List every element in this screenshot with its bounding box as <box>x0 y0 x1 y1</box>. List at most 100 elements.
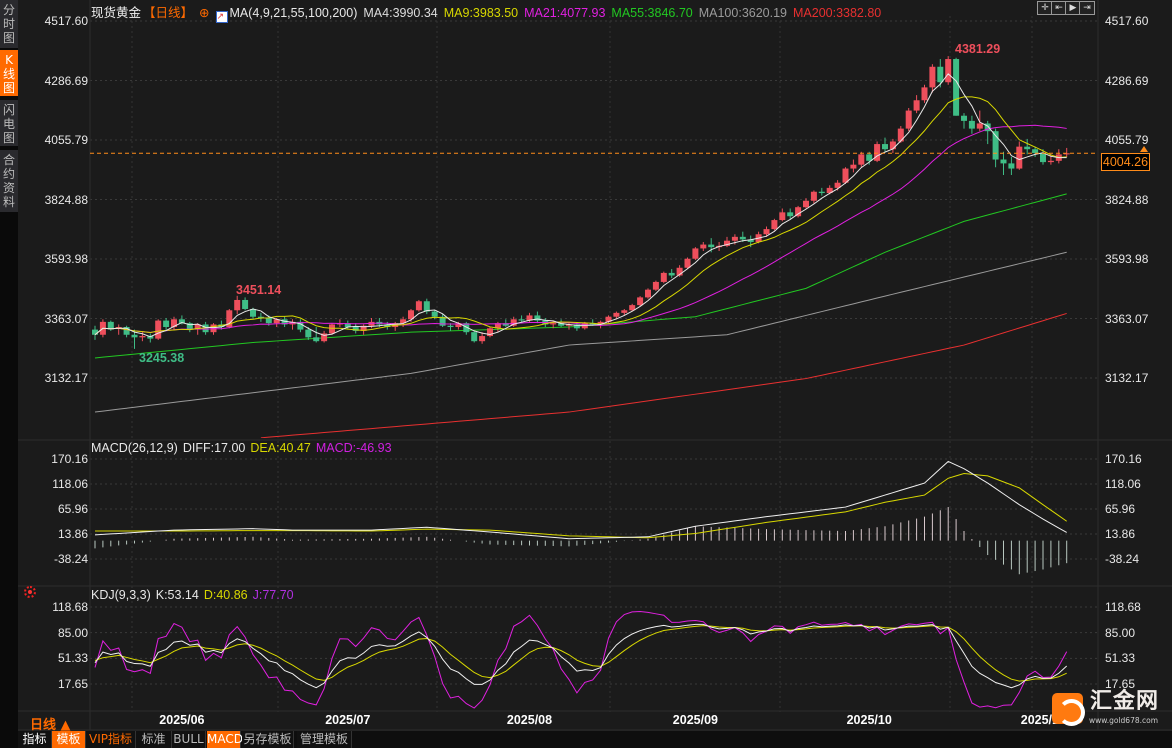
period-label[interactable]: 【日线】 <box>143 6 194 20</box>
date-axis-label: 2025/06 <box>159 713 205 727</box>
candle-body <box>234 299 241 311</box>
date-axis-label: 2025/10 <box>846 713 892 727</box>
tab-time-chart[interactable]: 分时图 <box>0 0 18 48</box>
macd-axis-left-tick: 118.06 <box>52 477 88 491</box>
candle-body <box>660 272 667 282</box>
candle-body <box>455 323 462 328</box>
bottom-toolbar: 指标 模板 VIP指标 标准 BULL MACD 另存模板 管理模板 <box>18 731 1172 748</box>
candle-body <box>352 327 359 331</box>
mid-high-annotation: 3451.14 <box>236 283 282 297</box>
price-axis-right-tick: 3132.17 <box>1105 371 1149 385</box>
candle-body <box>858 154 865 165</box>
ma200-line <box>260 312 1067 438</box>
candle-body <box>771 220 778 230</box>
candle-body <box>463 323 470 333</box>
tab-k-line[interactable]: K线图 <box>0 50 18 96</box>
ma-value-1: MA9:3983.50 <box>443 6 519 20</box>
ma55-line <box>94 193 1067 359</box>
price-axis-right-tick: 4517.60 <box>1105 14 1149 28</box>
bottom-tab-4[interactable]: BULL <box>172 731 206 748</box>
candle-body <box>731 236 738 241</box>
candle-body <box>795 207 802 217</box>
dea-line <box>95 472 1067 539</box>
candle-body <box>344 323 351 328</box>
candle-body <box>115 327 122 329</box>
candle-body <box>107 321 114 330</box>
price-axis-right-tick: 3824.88 <box>1105 192 1149 207</box>
candle-body <box>818 191 825 194</box>
kdj-header: KDJ(9,3,3) K:53.14 D:40.86 J:77.70 <box>91 588 299 602</box>
candle-body <box>787 212 794 217</box>
price-axis-left-tick: 4286.69 <box>44 73 88 88</box>
candle-body <box>921 87 928 101</box>
date-axis-label: 2025/09 <box>672 713 718 727</box>
macd-axis-left-tick: 13.86 <box>57 527 88 541</box>
price-axis-left-tick: 4055.79 <box>44 133 88 147</box>
candle-body <box>573 324 580 329</box>
candle-body <box>882 144 888 150</box>
candle-body <box>226 310 233 328</box>
bottom-tab-1[interactable]: 模板 <box>52 731 86 748</box>
candle-body <box>597 321 604 325</box>
candle-body <box>692 248 699 259</box>
ma9-line <box>94 96 1067 336</box>
bottom-tab-2[interactable]: VIP指标 <box>86 731 136 748</box>
ma100-line <box>94 251 1067 413</box>
price-axis-right-tick: 4286.69 <box>1105 73 1149 88</box>
candle-body <box>147 336 154 339</box>
bottom-tab-6[interactable]: 另存模板 <box>242 731 294 748</box>
macd-axis-right-tick: -38.24 <box>1105 552 1140 566</box>
tab-flash-chart[interactable]: 闪电图 <box>0 100 18 146</box>
candle-body <box>439 316 446 326</box>
candle-body <box>1008 163 1015 169</box>
candle-body <box>668 272 675 276</box>
current-price-label: 4004.26 <box>1101 153 1150 171</box>
candle-body <box>534 315 541 321</box>
candle-body <box>250 308 256 317</box>
tab-contract-info[interactable]: 合约资料 <box>0 150 18 212</box>
candle-body <box>155 320 162 339</box>
candle-body <box>384 324 391 328</box>
macd-diff: DIFF:17.00 <box>182 441 246 455</box>
macd-header: MACD(26,12,9) DIFF:17.00 DEA:40.47 MACD:-46… <box>91 441 397 455</box>
bottom-tab-5[interactable]: MACD <box>207 731 243 748</box>
candle-body <box>1047 160 1054 163</box>
candle-body <box>866 154 873 161</box>
candle-body <box>1063 153 1070 155</box>
bottom-tab-0[interactable]: 指标 <box>18 731 52 748</box>
symbol-name: 现货黄金 <box>91 6 142 20</box>
bottom-tab-7[interactable]: 管理模板 <box>297 731 352 748</box>
candle-body <box>850 164 857 169</box>
candle-body <box>273 319 280 324</box>
add-icon[interactable]: ⊕ <box>199 6 210 20</box>
candle-body <box>803 200 809 208</box>
candle-body <box>779 212 786 221</box>
candle-body <box>92 329 98 335</box>
candle-body <box>1032 149 1039 154</box>
logo-url: www.gold678.com <box>1089 716 1159 725</box>
period-selector[interactable]: 日线 ▲ <box>30 718 71 733</box>
view-sidebar: 分时图 K线图 闪电图 合约资料 <box>0 0 18 748</box>
candle-body <box>953 59 960 116</box>
macd-axis-right-tick: 13.86 <box>1105 527 1136 541</box>
kdj-axis-left-tick: 118.68 <box>52 600 88 614</box>
candle-body <box>1040 153 1046 163</box>
bottom-tab-3[interactable]: 标准 <box>136 731 172 748</box>
price-axis-left-tick: 3593.98 <box>44 252 88 266</box>
settings-dot-icon[interactable] <box>24 586 36 598</box>
move-right-icon[interactable]: ⇥ <box>1079 1 1095 15</box>
candle-body <box>629 305 636 311</box>
candle-body <box>992 131 999 160</box>
candle-body <box>471 332 478 342</box>
kdj-axis-left-tick: 85.00 <box>57 625 88 640</box>
price-axis-left-tick: 4517.60 <box>44 14 88 28</box>
candle-body <box>171 319 177 328</box>
candle-body <box>526 315 533 321</box>
candle-body <box>889 141 896 150</box>
candle-body <box>163 320 170 328</box>
kdj-axis-right-tick: 85.00 <box>1105 625 1136 640</box>
indicator-chart-icon[interactable]: ↗ <box>215 11 228 23</box>
candle-body <box>447 325 454 328</box>
kdj-d-line <box>94 625 1067 682</box>
